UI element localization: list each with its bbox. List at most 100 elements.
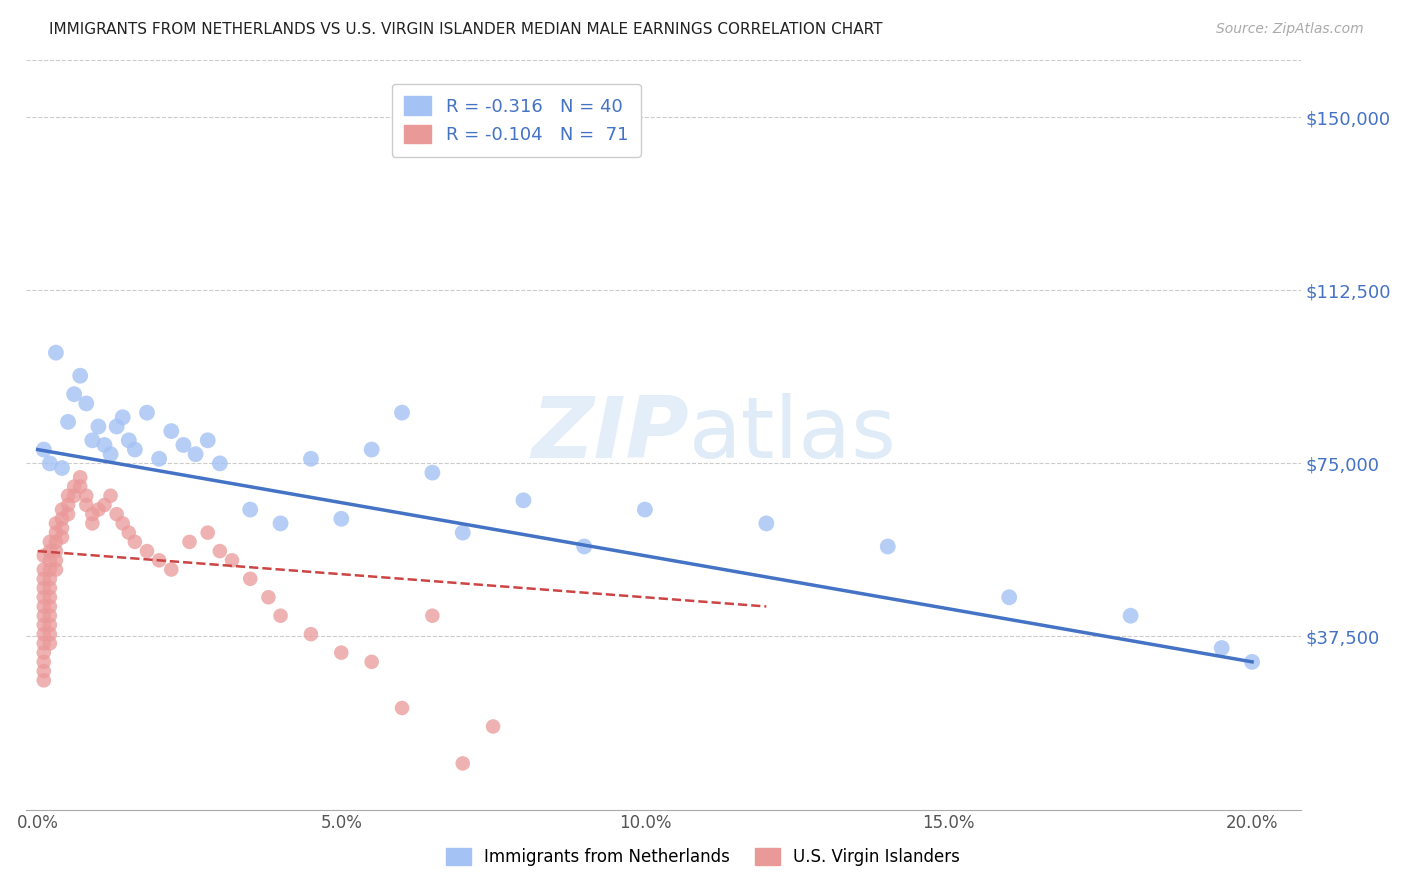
Point <box>93 498 115 512</box>
Point <box>38 591 60 605</box>
Point <box>360 442 382 457</box>
Point <box>221 553 243 567</box>
Point <box>136 544 159 558</box>
Point <box>1211 640 1233 655</box>
Point <box>160 563 183 577</box>
Point <box>38 618 60 632</box>
Point <box>45 516 67 531</box>
Point <box>32 627 55 641</box>
Point <box>32 572 55 586</box>
Point <box>75 489 97 503</box>
Point <box>998 591 1021 605</box>
Point <box>38 534 60 549</box>
Point <box>56 507 79 521</box>
Point <box>270 608 292 623</box>
Point <box>422 466 444 480</box>
Point <box>87 502 110 516</box>
Point <box>69 368 91 383</box>
Point <box>82 516 104 531</box>
Point <box>32 618 55 632</box>
Point <box>45 534 67 549</box>
Point <box>38 608 60 623</box>
Point <box>299 451 322 466</box>
Point <box>184 447 207 461</box>
Point <box>105 419 128 434</box>
Point <box>512 493 534 508</box>
Point <box>32 646 55 660</box>
Point <box>93 438 115 452</box>
Text: Source: ZipAtlas.com: Source: ZipAtlas.com <box>1216 22 1364 37</box>
Point <box>45 525 67 540</box>
Point <box>38 544 60 558</box>
Legend: R = -0.316   N = 40, R = -0.104   N =  71: R = -0.316 N = 40, R = -0.104 N = 71 <box>392 84 641 157</box>
Point <box>38 627 60 641</box>
Point <box>100 489 122 503</box>
Point <box>32 442 55 457</box>
Text: atlas: atlas <box>689 393 897 476</box>
Point <box>56 498 79 512</box>
Point <box>63 489 86 503</box>
Point <box>56 415 79 429</box>
Point <box>136 406 159 420</box>
Point <box>51 461 73 475</box>
Point <box>299 627 322 641</box>
Point <box>32 549 55 563</box>
Point <box>1119 608 1142 623</box>
Point <box>82 507 104 521</box>
Point <box>330 512 353 526</box>
Point <box>1241 655 1264 669</box>
Point <box>422 608 444 623</box>
Point <box>45 345 67 359</box>
Point <box>69 470 91 484</box>
Point <box>330 646 353 660</box>
Point <box>38 553 60 567</box>
Point <box>32 581 55 595</box>
Point <box>179 534 201 549</box>
Point <box>45 553 67 567</box>
Point <box>51 502 73 516</box>
Point <box>111 410 134 425</box>
Point <box>38 563 60 577</box>
Point <box>87 419 110 434</box>
Point <box>197 434 219 448</box>
Point <box>391 701 413 715</box>
Point <box>148 451 170 466</box>
Point <box>160 424 183 438</box>
Point <box>451 525 474 540</box>
Point <box>257 591 280 605</box>
Point <box>45 563 67 577</box>
Point <box>391 406 413 420</box>
Point <box>69 479 91 493</box>
Text: ZIP: ZIP <box>531 393 689 476</box>
Point <box>572 540 595 554</box>
Point <box>118 525 141 540</box>
Point <box>51 512 73 526</box>
Point <box>63 479 86 493</box>
Point <box>239 502 262 516</box>
Point <box>208 457 231 471</box>
Point <box>118 434 141 448</box>
Point <box>38 581 60 595</box>
Point <box>482 719 505 733</box>
Point <box>32 664 55 678</box>
Point <box>32 599 55 614</box>
Point <box>634 502 657 516</box>
Point <box>32 655 55 669</box>
Point <box>32 591 55 605</box>
Point <box>197 525 219 540</box>
Point <box>755 516 778 531</box>
Point <box>105 507 128 521</box>
Point <box>124 534 146 549</box>
Point <box>111 516 134 531</box>
Point <box>38 636 60 650</box>
Point <box>32 608 55 623</box>
Text: IMMIGRANTS FROM NETHERLANDS VS U.S. VIRGIN ISLANDER MEDIAN MALE EARNINGS CORRELA: IMMIGRANTS FROM NETHERLANDS VS U.S. VIRG… <box>49 22 883 37</box>
Point <box>51 521 73 535</box>
Point <box>124 442 146 457</box>
Point <box>45 544 67 558</box>
Legend: Immigrants from Netherlands, U.S. Virgin Islanders: Immigrants from Netherlands, U.S. Virgin… <box>439 841 967 873</box>
Point <box>75 396 97 410</box>
Point <box>876 540 898 554</box>
Point <box>100 447 122 461</box>
Point <box>148 553 170 567</box>
